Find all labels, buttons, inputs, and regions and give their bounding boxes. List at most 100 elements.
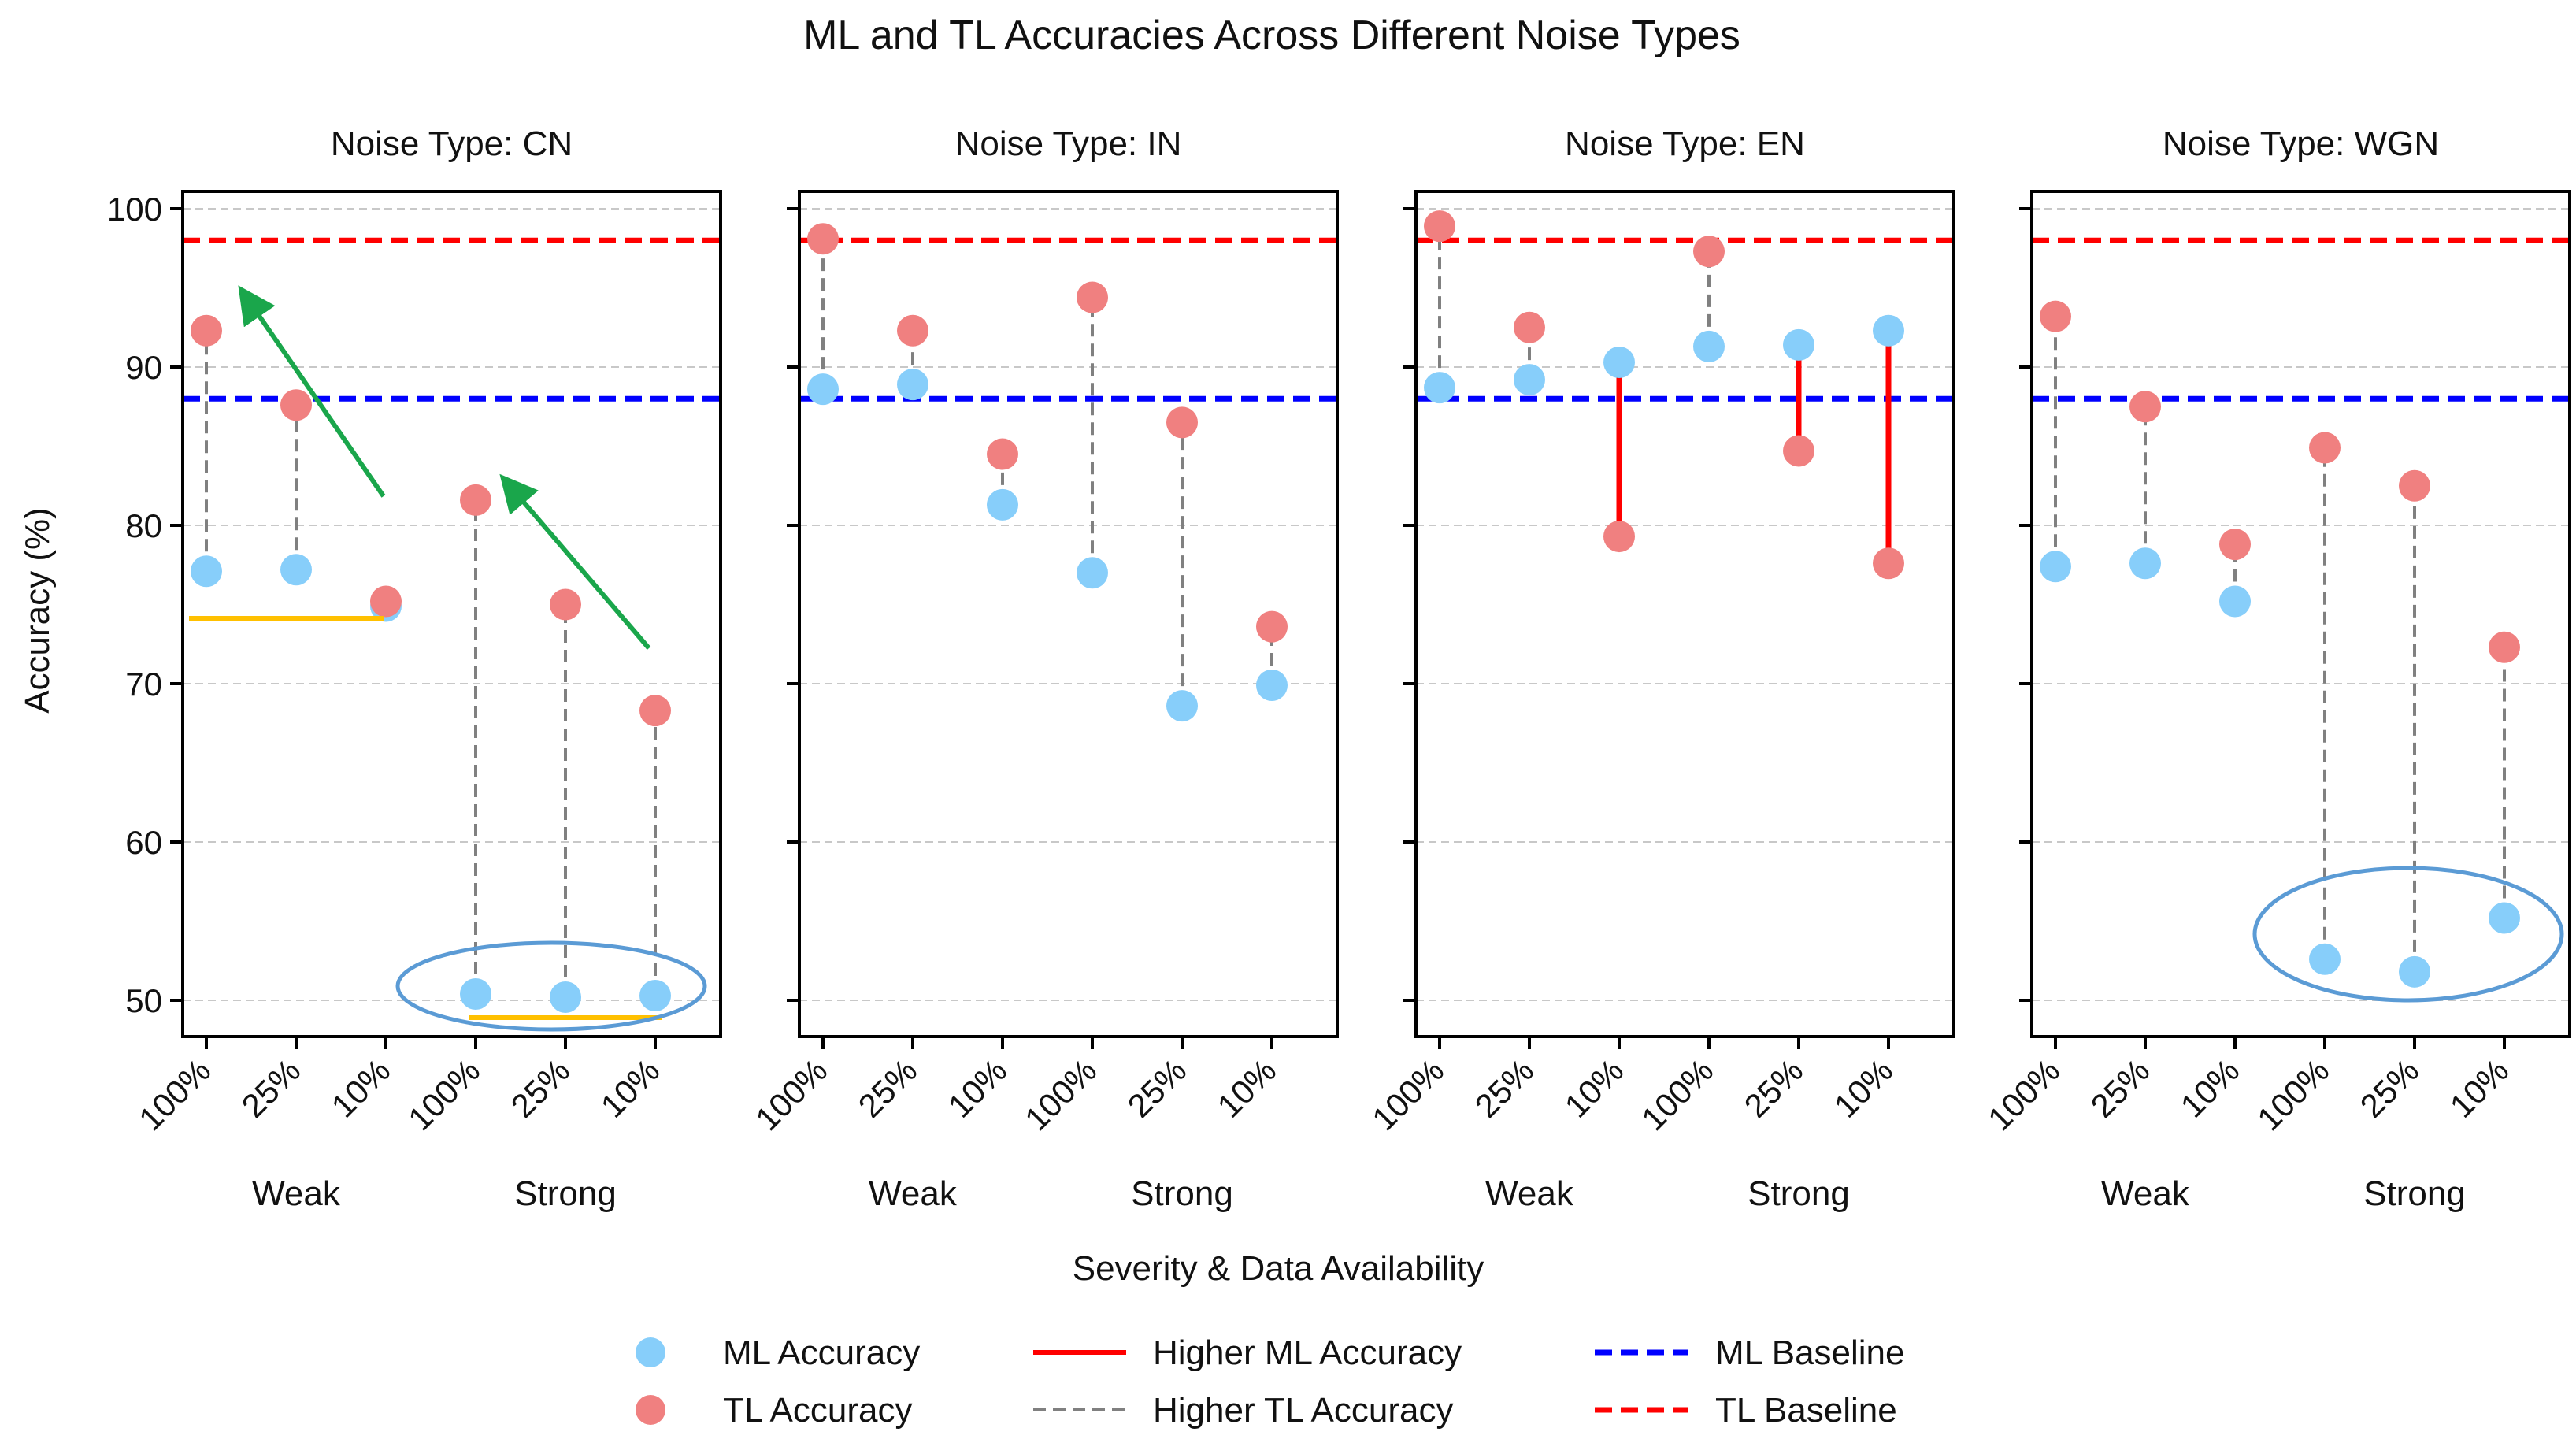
group-label: Strong bbox=[1748, 1174, 1850, 1213]
panel-frame bbox=[798, 190, 1339, 1038]
legend-higher-tl-label: Higher TL Accuracy bbox=[1153, 1391, 1454, 1430]
tl-accuracy-point bbox=[1514, 311, 1545, 343]
x-tick-label: 10% bbox=[2443, 1052, 2516, 1125]
y-tick-label: 60 bbox=[125, 824, 162, 861]
panel-title: Noise Type: WGN bbox=[2163, 124, 2439, 163]
x-axis-label: Severity & Data Availability bbox=[1073, 1249, 1484, 1288]
ml-accuracy-point bbox=[2489, 902, 2520, 934]
tl-accuracy-point bbox=[2399, 469, 2430, 502]
legend-ml-accuracy-label: ML Accuracy bbox=[723, 1333, 920, 1372]
tl-accuracy-point bbox=[2309, 432, 2341, 464]
x-tick-label: 100% bbox=[1017, 1052, 1103, 1137]
x-tick-label: 25% bbox=[235, 1052, 308, 1125]
x-tick-label: 100% bbox=[1365, 1052, 1451, 1137]
tl-accuracy-point bbox=[2129, 391, 2161, 423]
legend-tl-accuracy-marker bbox=[636, 1395, 665, 1425]
ml-accuracy-point bbox=[639, 979, 671, 1011]
group-label: Weak bbox=[1485, 1174, 1574, 1213]
tl-accuracy-point bbox=[1424, 210, 1455, 243]
y-tick-label: 100 bbox=[107, 191, 162, 228]
x-tick-label: 25% bbox=[851, 1052, 925, 1125]
chart-title: ML and TL Accuracies Across Different No… bbox=[803, 13, 1740, 58]
ml-accuracy-point bbox=[1256, 670, 1288, 702]
tl-accuracy-point bbox=[1256, 610, 1288, 643]
group-label: Strong bbox=[2363, 1174, 2466, 1213]
trend-arrow bbox=[238, 285, 386, 498]
x-tick-label: 100% bbox=[132, 1052, 217, 1137]
group-label: Strong bbox=[514, 1174, 617, 1213]
ml-accuracy-point bbox=[2399, 955, 2430, 988]
tl-accuracy-point bbox=[1873, 547, 1904, 580]
tl-accuracy-point bbox=[639, 695, 671, 727]
legend-higher-ml-label: Higher ML Accuracy bbox=[1153, 1333, 1462, 1372]
y-tick-label: 70 bbox=[125, 666, 162, 703]
tl-accuracy-point bbox=[2219, 529, 2251, 561]
ml-accuracy-point bbox=[460, 977, 491, 1010]
tl-accuracy-point bbox=[2489, 631, 2520, 663]
x-tick-label: 25% bbox=[2084, 1052, 2157, 1125]
x-tick-label: 10% bbox=[2174, 1052, 2247, 1125]
x-tick-label: 25% bbox=[504, 1052, 577, 1125]
ml-accuracy-point bbox=[1693, 330, 1725, 362]
ml-accuracy-point bbox=[2129, 547, 2161, 580]
y-tick-label: 80 bbox=[125, 507, 162, 544]
ml-accuracy-point bbox=[1603, 346, 1635, 378]
ml-accuracy-point bbox=[897, 369, 928, 401]
tl-accuracy-point bbox=[1077, 281, 1108, 313]
group-label: Strong bbox=[1131, 1174, 1233, 1213]
x-tick-label: 100% bbox=[1634, 1052, 1720, 1137]
tl-accuracy-point bbox=[550, 588, 581, 621]
x-tick-label: 10% bbox=[1558, 1052, 1631, 1125]
legend-ml-baseline-label: ML Baseline bbox=[1715, 1333, 1905, 1372]
group-label: Weak bbox=[252, 1174, 341, 1213]
tl-accuracy-point bbox=[1693, 236, 1725, 268]
x-tick-label: 10% bbox=[1827, 1052, 1900, 1125]
y-tick-label: 90 bbox=[125, 349, 162, 386]
ml-accuracy-point bbox=[2309, 943, 2341, 975]
tl-accuracy-point bbox=[370, 585, 402, 618]
ml-accuracy-point bbox=[550, 981, 581, 1013]
ml-accuracy-point bbox=[1514, 364, 1545, 396]
panel-frame bbox=[181, 190, 722, 1038]
tl-accuracy-point bbox=[897, 314, 928, 347]
x-tick-label: 10% bbox=[594, 1052, 667, 1125]
ml-accuracy-point bbox=[1783, 328, 1814, 361]
panel-title: Noise Type: CN bbox=[331, 124, 573, 163]
x-tick-label: 100% bbox=[1981, 1052, 2066, 1137]
x-tick-label: 10% bbox=[941, 1052, 1014, 1125]
trend-arrow bbox=[499, 473, 651, 650]
x-tick-label: 100% bbox=[2250, 1052, 2336, 1137]
panel-frame bbox=[2030, 190, 2571, 1038]
tl-accuracy-point bbox=[460, 484, 491, 516]
ml-accuracy-point bbox=[1077, 557, 1108, 589]
x-tick-label: 25% bbox=[1121, 1052, 1194, 1125]
x-tick-label: 100% bbox=[401, 1052, 487, 1137]
ml-accuracy-point bbox=[2219, 585, 2251, 618]
panel-title: Noise Type: IN bbox=[955, 124, 1182, 163]
ml-accuracy-point bbox=[280, 554, 312, 586]
y-axis-label: Accuracy (%) bbox=[18, 507, 57, 714]
ml-accuracy-point bbox=[807, 373, 839, 406]
ml-accuracy-point bbox=[1424, 372, 1455, 404]
ml-accuracy-point bbox=[987, 488, 1018, 521]
tl-accuracy-point bbox=[987, 438, 1018, 470]
tl-accuracy-point bbox=[1603, 521, 1635, 553]
tl-accuracy-point bbox=[1166, 406, 1198, 439]
group-label: Weak bbox=[869, 1174, 958, 1213]
legend-tl-baseline-label: TL Baseline bbox=[1715, 1391, 1897, 1430]
ml-accuracy-point bbox=[1873, 314, 1904, 347]
y-tick-label: 50 bbox=[125, 982, 162, 1019]
x-tick-label: 25% bbox=[1737, 1052, 1811, 1125]
tl-accuracy-point bbox=[1783, 435, 1814, 467]
group-label: Weak bbox=[2101, 1174, 2190, 1213]
panel-frame bbox=[1414, 190, 1955, 1038]
x-tick-label: 100% bbox=[748, 1052, 834, 1137]
highlight-ellipse bbox=[395, 940, 707, 1032]
legend-tl-accuracy-label: TL Accuracy bbox=[723, 1391, 912, 1430]
panel-title: Noise Type: EN bbox=[1565, 124, 1805, 163]
tl-accuracy-point bbox=[2040, 300, 2071, 332]
legend: ML Accuracy TL Accuracy Higher ML Accura… bbox=[636, 1333, 1905, 1430]
